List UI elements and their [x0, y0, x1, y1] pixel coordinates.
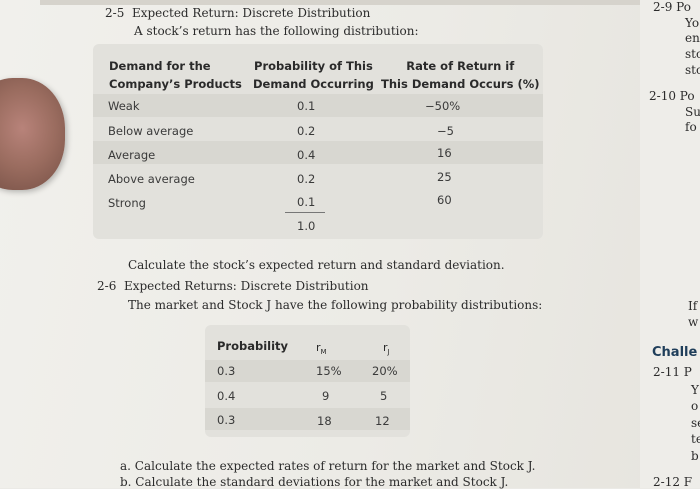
clipped-text: o [691, 399, 699, 413]
table2-cell-rj: 20% [372, 364, 398, 378]
challenge-heading: Challe [652, 345, 698, 360]
problem-2-12-number: 2-12 F [653, 475, 693, 489]
problem-2-6-number: 2-6 [97, 279, 117, 293]
problem-2-9-number: 2-9 Po [653, 0, 691, 14]
clipped-text: Yo [685, 16, 700, 30]
table-cell-prob: 0.2 [297, 172, 316, 186]
table2-cell-rm: 9 [322, 389, 330, 403]
problem-2-6-part-a: a. Calculate the expected rates of retur… [120, 459, 536, 473]
table-cell-prob: 0.1 [297, 99, 316, 113]
table2-cell-prob: 0.4 [217, 389, 236, 403]
table-cell-return: −50% [425, 99, 461, 113]
table-row-shade [93, 141, 543, 164]
problem-2-6-intro: The market and Stock J have the followin… [128, 298, 543, 312]
problem-2-5-question: Calculate the stock’s expected return an… [128, 258, 505, 272]
table-cell-prob: 0.1 [297, 195, 316, 209]
table-total-prob: 1.0 [297, 219, 316, 233]
table2-cell-rj: 12 [375, 414, 390, 428]
problem-2-5-number: 2-5 [105, 6, 125, 20]
clipped-text: If [688, 299, 698, 313]
table2-cell-prob: 0.3 [217, 413, 236, 427]
table-cell-return: −5 [437, 124, 454, 138]
table-cell-demand: Weak [108, 99, 140, 113]
problem-2-10-number: 2-10 Po [649, 89, 695, 103]
sum-rule [285, 212, 325, 213]
table2-cell-rj: 5 [380, 389, 388, 403]
table2-cell-rm: 15% [316, 364, 342, 378]
table-cell-demand: Above average [108, 172, 195, 186]
table2-cell-prob: 0.3 [217, 364, 236, 378]
problem-2-5-intro: A stock’s return has the following distr… [134, 24, 419, 38]
table-header-probability: Probability of This Demand Occurring [253, 59, 374, 91]
problem-2-5-heading: 2-5 Expected Return: Discrete Distributi… [105, 6, 370, 20]
table2-header-rm: rM [316, 341, 327, 357]
clipped-text: Su [685, 105, 700, 119]
clipped-text: sto [685, 63, 700, 77]
clipped-text: se [691, 416, 700, 430]
clipped-text: en [685, 31, 700, 45]
table2-header-rj: rJ [383, 341, 390, 357]
clipped-text: Y [691, 383, 699, 397]
next-column: 2-9 Po Yo en sto sto 2-10 Po Su fo If w … [640, 0, 700, 489]
table-cell-prob: 0.4 [297, 148, 316, 162]
table-row-shade [205, 360, 410, 382]
table-header-demand: Demand for the Company’s Products [109, 59, 242, 91]
table-cell-return: 25 [437, 170, 452, 184]
clipped-text: w [688, 315, 699, 329]
problem-2-6-heading: 2-6 Expected Returns: Discrete Distribut… [97, 279, 369, 293]
table-row-shade [93, 94, 543, 117]
thumb-photo [0, 78, 65, 190]
clipped-text: b [691, 449, 699, 463]
table2-cell-rm: 18 [317, 414, 332, 428]
clipped-text: fo [685, 120, 697, 134]
table-cell-return: 16 [437, 146, 452, 160]
problem-2-6-part-b: b. Calculate the standard deviations for… [120, 475, 509, 489]
table-cell-demand: Average [108, 148, 156, 162]
problem-2-11-number: 2-11 P [653, 365, 692, 379]
table-header-return: Rate of Return if This Demand Occurs (%) [381, 59, 540, 91]
table-cell-prob: 0.2 [297, 124, 316, 138]
header-strip [40, 0, 640, 5]
problem-2-6-title: Expected Returns: Discrete Distribution [123, 279, 369, 293]
table-cell-demand: Strong [108, 196, 146, 210]
clipped-text: sto [685, 47, 700, 61]
table-row-shade [205, 408, 410, 430]
table-cell-demand: Below average [108, 124, 194, 138]
table-cell-return: 60 [437, 193, 452, 207]
table2-header-probability: Probability [217, 339, 289, 353]
problem-2-5-title: Expected Return: Discrete Distribution [131, 6, 371, 20]
clipped-text: te [691, 432, 700, 446]
